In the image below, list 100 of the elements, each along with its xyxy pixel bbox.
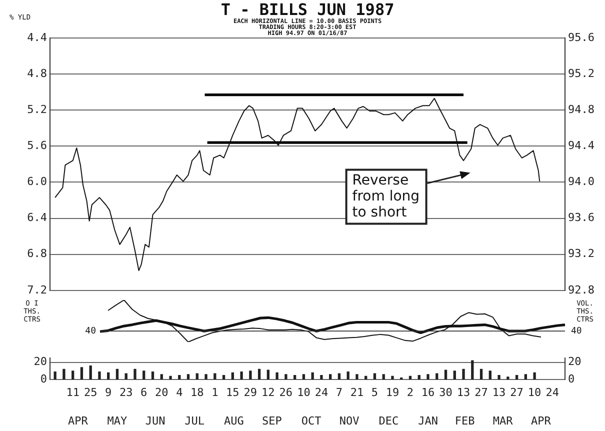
x-tick-label: 13	[492, 386, 506, 400]
x-tick-label: 20	[155, 386, 168, 400]
bar	[214, 373, 216, 380]
x-tick-label: 26	[279, 386, 293, 400]
bar	[338, 373, 341, 380]
bar	[80, 367, 84, 380]
bar	[436, 373, 438, 380]
x-tick-label: 4	[176, 386, 184, 400]
x-tick-label: 11	[66, 386, 80, 400]
x-tick-label: 1	[212, 386, 218, 400]
y2-tick-label: 95.2	[568, 66, 594, 80]
bar	[258, 368, 261, 380]
bar	[169, 376, 172, 380]
bar	[62, 368, 66, 380]
y2-tick-label: 94.4	[568, 139, 595, 152]
y2-tick-label: 20	[568, 355, 582, 368]
x-tick-label: 24	[546, 386, 560, 400]
y-tick-label: 6.4	[27, 211, 48, 224]
bar	[186, 374, 190, 380]
text: 40	[571, 326, 582, 336]
y2-tick-label: 93.2	[568, 247, 594, 260]
bar	[231, 372, 234, 380]
annotation: Reverse from long to short	[352, 172, 420, 220]
y-tick-label: 6.0	[27, 175, 47, 188]
bar	[471, 360, 474, 380]
bar	[107, 372, 110, 380]
x-tick-label: 9	[105, 386, 112, 400]
x2-tick-label: APR	[530, 414, 552, 428]
y2-tick-label: 92.8	[568, 283, 594, 296]
y-tick-label: 20	[34, 355, 47, 368]
x-tick-label: 30	[439, 386, 452, 400]
bar	[498, 374, 500, 380]
bar	[54, 371, 56, 380]
x-tick-label: 7	[336, 386, 343, 400]
chart-title: T - BILLS JUN 1987	[220, 0, 394, 19]
bar	[178, 374, 181, 380]
y2-tick-label: 93.6	[568, 211, 594, 224]
bar	[506, 376, 510, 380]
bar	[98, 371, 101, 380]
bar	[116, 368, 119, 380]
x-tick-label: 23	[119, 386, 133, 400]
bar	[515, 374, 518, 380]
x-tick-label: 24	[314, 386, 328, 400]
x2-tick-label: AUG	[224, 414, 244, 428]
x2-tick-label: OCT	[301, 414, 322, 428]
bar	[488, 370, 492, 380]
bar	[356, 374, 358, 380]
x-tick-label: 25	[84, 386, 98, 400]
y-tick-label: 5.2	[27, 102, 47, 116]
bar	[160, 374, 163, 380]
y2-tick-label: 94.0	[568, 175, 594, 188]
x2-tick-label: MAY	[107, 414, 128, 428]
bar	[329, 374, 332, 380]
bar	[249, 370, 252, 380]
bar	[418, 374, 420, 380]
bar	[373, 373, 376, 380]
x-tick-label: 18	[190, 386, 204, 400]
x-tick-label: 13	[456, 386, 470, 400]
bar	[89, 365, 92, 380]
x-tick-label: 10	[528, 386, 542, 400]
x-tick-label: 21	[350, 386, 364, 400]
bar	[462, 368, 465, 380]
bar	[204, 374, 208, 380]
bar	[134, 368, 136, 380]
bar	[240, 371, 243, 380]
x-tick-label: 29	[244, 386, 258, 400]
bar	[293, 374, 296, 380]
x-tick-label: 6	[140, 386, 148, 400]
x2-tick-label: MAR	[492, 414, 514, 428]
y-tick-label: 7.2	[27, 283, 47, 296]
bar	[533, 372, 536, 380]
bar	[382, 374, 385, 380]
bar	[444, 370, 448, 380]
bar	[142, 370, 146, 380]
bar	[196, 373, 198, 380]
bar	[302, 374, 306, 380]
bar	[276, 372, 278, 380]
bar	[124, 373, 128, 380]
bar	[72, 370, 74, 380]
bar	[391, 376, 394, 380]
bar	[426, 374, 430, 380]
x-tick-label: 27	[474, 386, 488, 400]
bar	[284, 374, 288, 380]
bar	[524, 374, 528, 380]
y-tick-label: 0	[40, 372, 47, 386]
x2-tick-label: SEP	[262, 414, 282, 428]
bar	[151, 371, 154, 380]
bar	[346, 371, 350, 380]
y-tick-label: 6.8	[27, 247, 47, 260]
bar	[222, 374, 226, 380]
x2-tick-label: JUN	[145, 414, 166, 428]
y2-tick-label: 0	[568, 372, 575, 386]
x2-tick-label: APR	[68, 414, 88, 428]
x-tick-label: 19	[386, 386, 400, 400]
y-tick-label: 4.4	[27, 30, 48, 44]
text: 40	[85, 326, 96, 336]
x-tick-label: 12	[262, 386, 275, 400]
x2-tick-label: FEB	[454, 414, 476, 428]
x2-tick-label: NOV	[339, 414, 360, 428]
bar	[480, 368, 483, 380]
